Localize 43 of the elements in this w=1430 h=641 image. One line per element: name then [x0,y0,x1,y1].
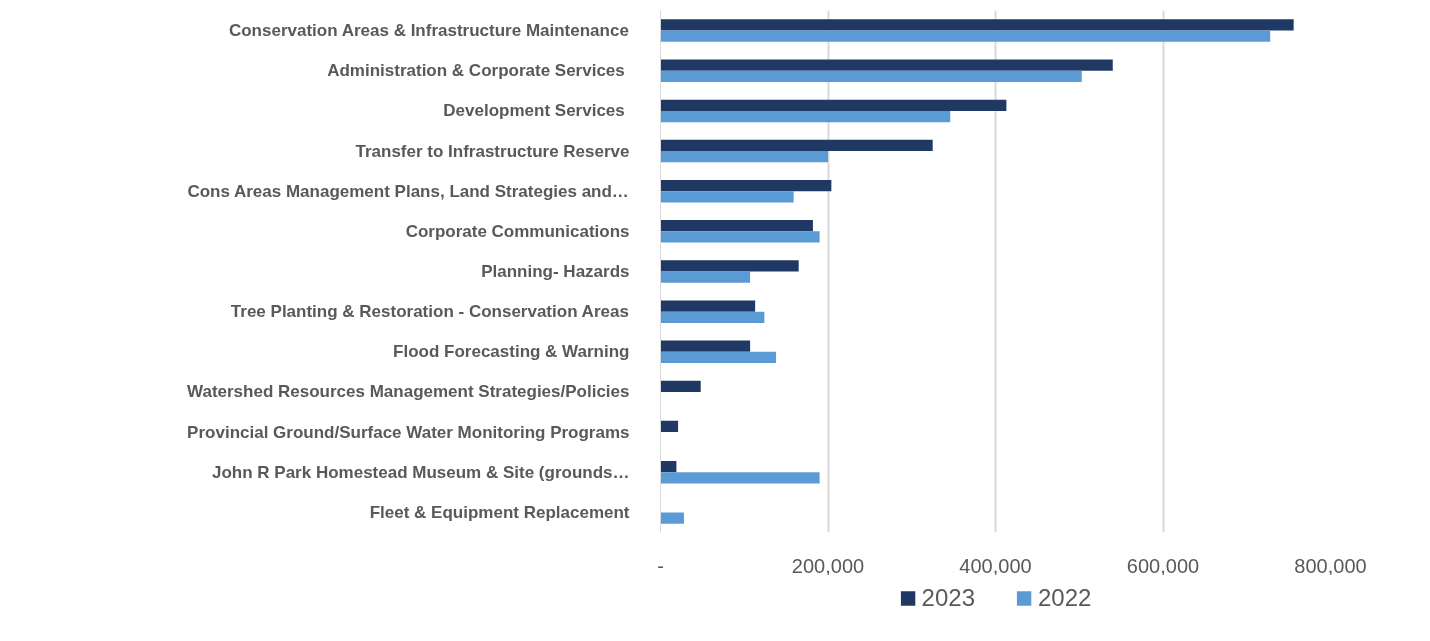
y-tick-label: John R Park Homestead Museum & Site (grounds… [211,462,630,482]
y-tick-label: Fleet & Equipment Replacement [369,502,630,522]
x-tick-label: 200,000 [791,554,865,577]
legend-label: 2022 [1038,583,1092,612]
y-tick-label: Flood Forecasting & Warning [393,342,630,362]
bar [660,59,1113,71]
bar [660,19,1294,31]
x-tick-label: 600,000 [1126,554,1200,577]
y-tick-label: Administration & Corporate Services [327,61,625,81]
bar [660,110,951,123]
bar [660,179,832,192]
bar [660,340,751,352]
y-tick-label: Corporate Communications [405,221,630,241]
bar [660,220,813,232]
x-tick-label: 800,000 [1294,554,1367,577]
legend-label: 2023 [921,583,975,612]
bar [660,30,1271,42]
bar [660,380,701,392]
y-tick-label: Development Services [443,101,625,121]
x-tick-label: 400,000 [959,554,1032,577]
y-tick-label: Tree Planting & Restoration - Conservation Areas [230,302,629,322]
bar [660,420,679,433]
bar [660,461,677,473]
bar [660,191,794,203]
bar [660,70,1082,82]
bar [660,512,684,524]
bar [660,351,777,364]
y-tick-label: Cons Areas Management Plans, Land Strategies and… [187,181,629,201]
bar [660,139,933,152]
x-tick-label: - [657,554,664,577]
bar [660,271,751,283]
bar [660,151,828,163]
bar [660,472,820,484]
y-tick-label: Transfer to Infrastructure Reserve [355,141,630,161]
bar [660,260,799,272]
bar [660,311,765,323]
bar [660,99,1007,111]
y-tick-label: Watershed Resources Management Strategies/Policies [187,382,630,402]
y-tick-label: Conservation Areas & Infrastructure Maintenance [228,21,629,41]
y-tick-label: Provincial Ground/Surface Water Monitoring Programs [187,422,630,442]
bar [660,231,820,243]
y-tick-label: Planning- Hazards [481,262,630,281]
bar [660,300,756,312]
